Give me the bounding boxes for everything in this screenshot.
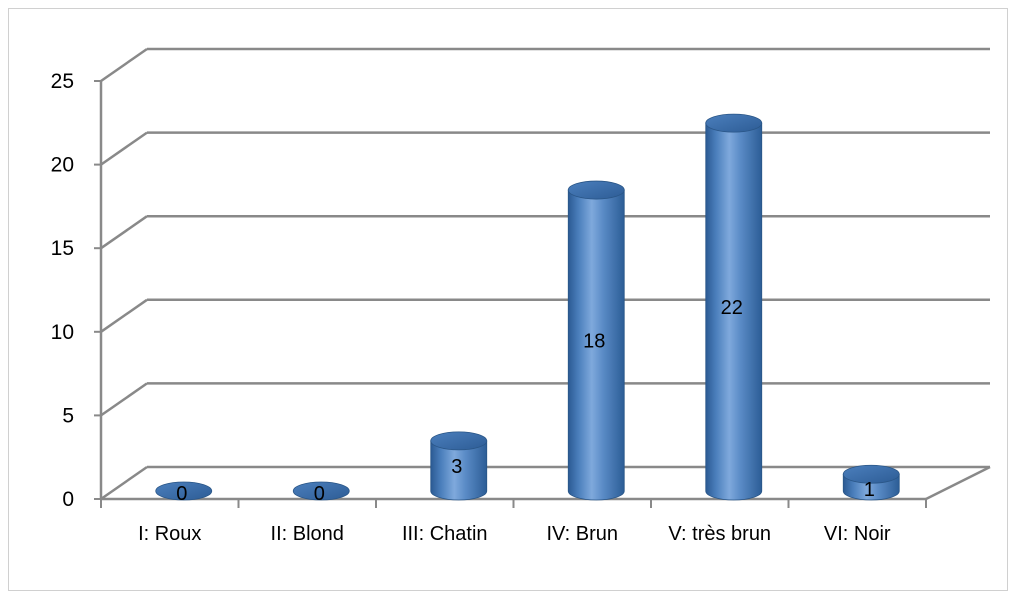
x-tick-label: III: Chatin — [402, 523, 488, 545]
y-tick-label: 20 — [51, 154, 74, 177]
data-label: 0 — [314, 483, 325, 505]
data-label: 1 — [864, 479, 875, 501]
bar-3 — [430, 431, 488, 501]
x-tick-label: V: très brun — [668, 523, 771, 545]
bar-cap — [430, 431, 488, 451]
gridline-side-10 — [100, 298, 148, 333]
bar-body — [430, 440, 488, 501]
bar-cap — [842, 464, 900, 484]
x-tick-label: I: Roux — [138, 523, 201, 545]
x-tick-label: II: Blond — [271, 523, 344, 545]
bar-cap — [705, 113, 763, 133]
gridline-side-25 — [100, 47, 148, 83]
chart-frame: 0 5 10 15 20 25 I: Roux II: Blond III: Chatin IV… — [8, 8, 1008, 591]
gridline-side-5 — [100, 382, 148, 417]
gridline-side-20 — [100, 131, 148, 166]
x-tick-label: VI: Noir — [824, 523, 891, 545]
y-tick-label: 15 — [51, 237, 74, 260]
floor-left-edge — [100, 465, 148, 501]
bar-2 — [292, 481, 350, 501]
y-tick-label: 10 — [51, 321, 74, 344]
gridline-side-15 — [100, 215, 148, 250]
data-label: 0 — [176, 483, 187, 505]
bar-body — [705, 122, 763, 501]
bar-cap — [292, 481, 350, 501]
bar-layer — [155, 113, 900, 501]
bar-4 — [567, 180, 625, 501]
y-tick-label: 5 — [62, 404, 74, 427]
bar-5 — [705, 113, 763, 501]
bar-1 — [155, 481, 213, 501]
data-label: 22 — [721, 297, 743, 319]
data-label: 3 — [451, 456, 462, 478]
label-layer: I: Roux II: Blond III: Chatin IV: Brun V: tr… — [138, 297, 891, 545]
y-tick-label: 0 — [62, 488, 74, 511]
bar-body — [567, 189, 625, 501]
bar-6 — [842, 464, 900, 501]
bar-cap — [567, 180, 625, 200]
x-tick-label: IV: Brun — [546, 523, 618, 545]
floor-right-edge — [925, 465, 991, 501]
bar-cap — [155, 481, 213, 501]
grid-layer — [100, 47, 991, 501]
data-label: 18 — [583, 331, 605, 353]
y-tick-label: 25 — [51, 70, 74, 93]
